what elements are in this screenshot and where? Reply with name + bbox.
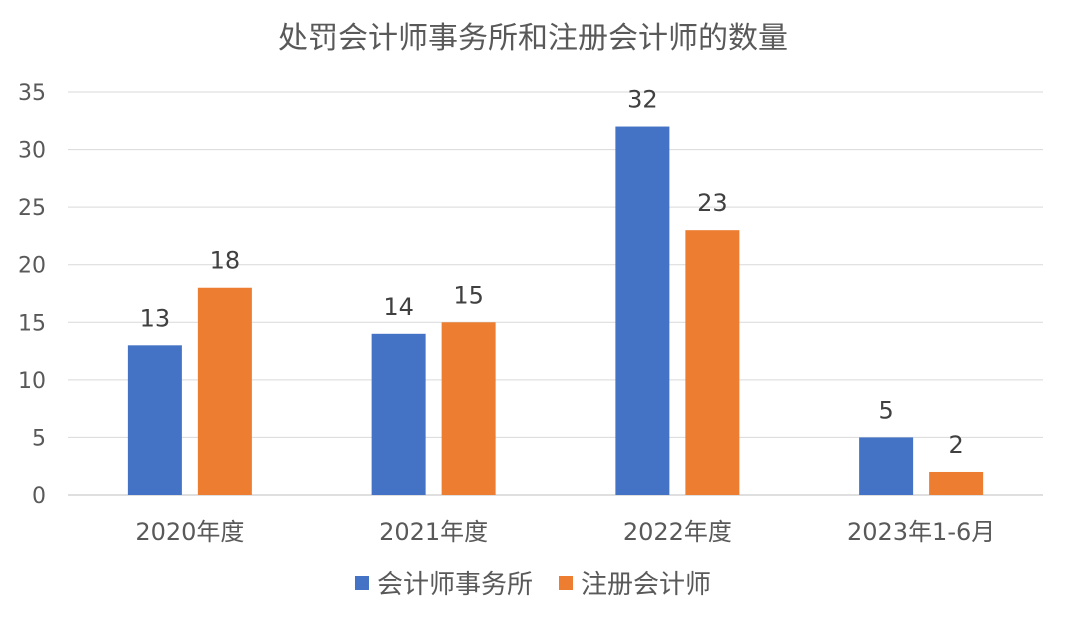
y-axis: 0 5 10 15 20 25 30 35: [18, 81, 46, 509]
bar: [685, 230, 740, 495]
y-tick-label: 10: [18, 369, 46, 394]
legend-swatch: [559, 576, 573, 590]
bar: [441, 322, 496, 495]
x-tick-label: 2021年度: [379, 518, 488, 546]
data-label: 23: [697, 189, 728, 217]
chart-title: 处罚会计师事务所和注册会计师的数量: [278, 21, 788, 56]
data-label: 5: [878, 396, 893, 424]
y-tick-label: 0: [32, 484, 46, 509]
x-tick-label: 2022年度: [623, 518, 732, 546]
data-label: 18: [210, 247, 241, 275]
y-tick-label: 15: [18, 311, 46, 336]
data-label: 15: [453, 281, 484, 309]
data-label: 2: [948, 431, 963, 459]
bar: [197, 287, 252, 495]
y-tick-label: 25: [18, 196, 46, 221]
bar: [859, 437, 914, 495]
y-tick-label: 20: [18, 254, 46, 279]
data-label: 14: [383, 293, 414, 321]
data-label: 13: [140, 304, 171, 332]
legend-label: 注册会计师: [581, 570, 711, 600]
bars: [127, 126, 984, 496]
data-labels: 13 18 14 15 32 23 5 2: [140, 86, 964, 459]
bar: [615, 126, 670, 496]
y-tick-label: 30: [18, 139, 46, 164]
y-tick-label: 35: [18, 81, 46, 106]
legend: 会计师事务所 注册会计师: [354, 570, 711, 600]
bar: [929, 471, 984, 495]
y-tick-label: 5: [32, 426, 46, 451]
bar: [371, 333, 426, 495]
bar: [127, 345, 182, 495]
legend-swatch: [354, 576, 369, 590]
x-tick-label: 2023年1-6月: [847, 518, 995, 546]
x-axis: 2020年度 2021年度 2022年度 2023年1-6月: [135, 518, 995, 546]
data-label: 32: [627, 86, 658, 114]
legend-label: 会计师事务所: [377, 570, 533, 600]
x-tick-label: 2020年度: [135, 518, 244, 546]
